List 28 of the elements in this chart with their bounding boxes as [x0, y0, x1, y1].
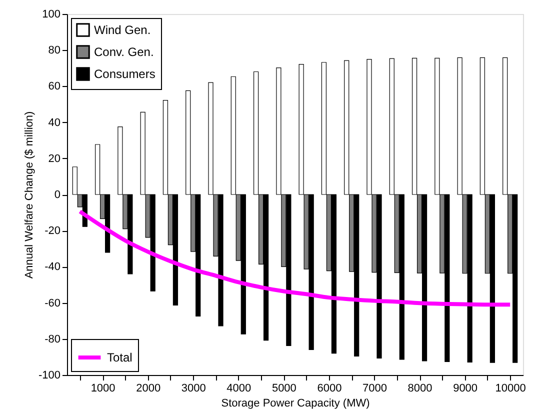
- x-tick-label: 3000: [181, 382, 206, 394]
- y-tick-label: 0: [54, 189, 60, 201]
- legend-label: Conv. Gen.: [94, 45, 154, 59]
- y-tick-label: -40: [44, 261, 60, 274]
- x-tick-label: 7000: [362, 382, 387, 394]
- y-tick-label: -60: [44, 297, 60, 310]
- y-axis-title: Annual Welfare Change ($ million): [23, 111, 36, 279]
- y-tick-label: 80: [48, 44, 60, 57]
- y-tick-label: 100: [42, 8, 60, 20]
- x-axis-title: Storage Power Capacity (MW): [221, 398, 370, 410]
- legend-label: Consumers: [94, 67, 156, 81]
- y-tick-label: -80: [44, 333, 60, 346]
- y-tick-label: -100: [38, 370, 60, 382]
- x-tick-label: 1000: [90, 382, 116, 394]
- x-tick-label: 9000: [453, 382, 478, 394]
- x-tick-label: 10000: [495, 382, 526, 394]
- y-tick-label: 40: [48, 116, 60, 129]
- x-tick-label: 6000: [317, 382, 342, 394]
- x-tick-label: 5000: [272, 382, 296, 394]
- x-tick-label: 2000: [136, 382, 161, 394]
- legend-label: Wind Gen.: [94, 23, 151, 37]
- line-series: [78, 209, 512, 307]
- y-tick-label: 20: [48, 152, 60, 165]
- legend-label: Total: [107, 350, 132, 364]
- y-tick-label: -20: [44, 225, 60, 238]
- x-tick-label: 8000: [408, 382, 432, 394]
- y-tick-label: 60: [48, 80, 60, 93]
- x-tick-label: 4000: [226, 382, 252, 394]
